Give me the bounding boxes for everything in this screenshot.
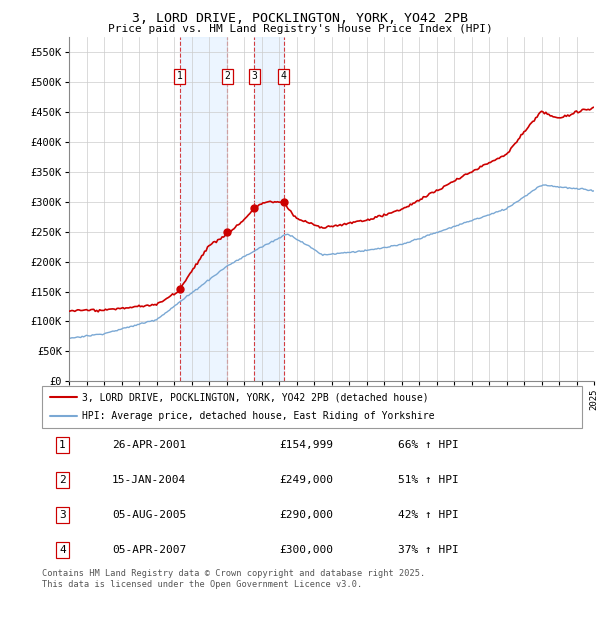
Text: 4: 4	[281, 71, 286, 81]
Text: 3: 3	[251, 71, 257, 81]
Text: 66% ↑ HPI: 66% ↑ HPI	[398, 440, 459, 450]
Text: 3, LORD DRIVE, POCKLINGTON, YORK, YO42 2PB (detached house): 3, LORD DRIVE, POCKLINGTON, YORK, YO42 2…	[83, 392, 429, 402]
Text: 42% ↑ HPI: 42% ↑ HPI	[398, 510, 459, 520]
Text: 4: 4	[59, 545, 66, 555]
Text: £249,000: £249,000	[280, 475, 334, 485]
Text: Price paid vs. HM Land Registry's House Price Index (HPI): Price paid vs. HM Land Registry's House …	[107, 24, 493, 33]
Text: 51% ↑ HPI: 51% ↑ HPI	[398, 475, 459, 485]
Bar	[254, 37, 284, 381]
Text: 05-APR-2007: 05-APR-2007	[112, 545, 187, 555]
Text: £290,000: £290,000	[280, 510, 334, 520]
Text: 1: 1	[59, 440, 66, 450]
Text: 05-AUG-2005: 05-AUG-2005	[112, 510, 187, 520]
Text: £154,999: £154,999	[280, 440, 334, 450]
Text: £300,000: £300,000	[280, 545, 334, 555]
Text: Contains HM Land Registry data © Crown copyright and database right 2025.
This d: Contains HM Land Registry data © Crown c…	[42, 569, 425, 588]
FancyBboxPatch shape	[42, 386, 582, 428]
Text: 26-APR-2001: 26-APR-2001	[112, 440, 187, 450]
Text: HPI: Average price, detached house, East Riding of Yorkshire: HPI: Average price, detached house, East…	[83, 412, 435, 422]
Text: 1: 1	[176, 71, 182, 81]
Text: 2: 2	[224, 71, 230, 81]
Bar	[179, 37, 227, 381]
Text: 15-JAN-2004: 15-JAN-2004	[112, 475, 187, 485]
Text: 3: 3	[59, 510, 66, 520]
Text: 2: 2	[59, 475, 66, 485]
Text: 3, LORD DRIVE, POCKLINGTON, YORK, YO42 2PB: 3, LORD DRIVE, POCKLINGTON, YORK, YO42 2…	[132, 12, 468, 25]
Text: 37% ↑ HPI: 37% ↑ HPI	[398, 545, 459, 555]
